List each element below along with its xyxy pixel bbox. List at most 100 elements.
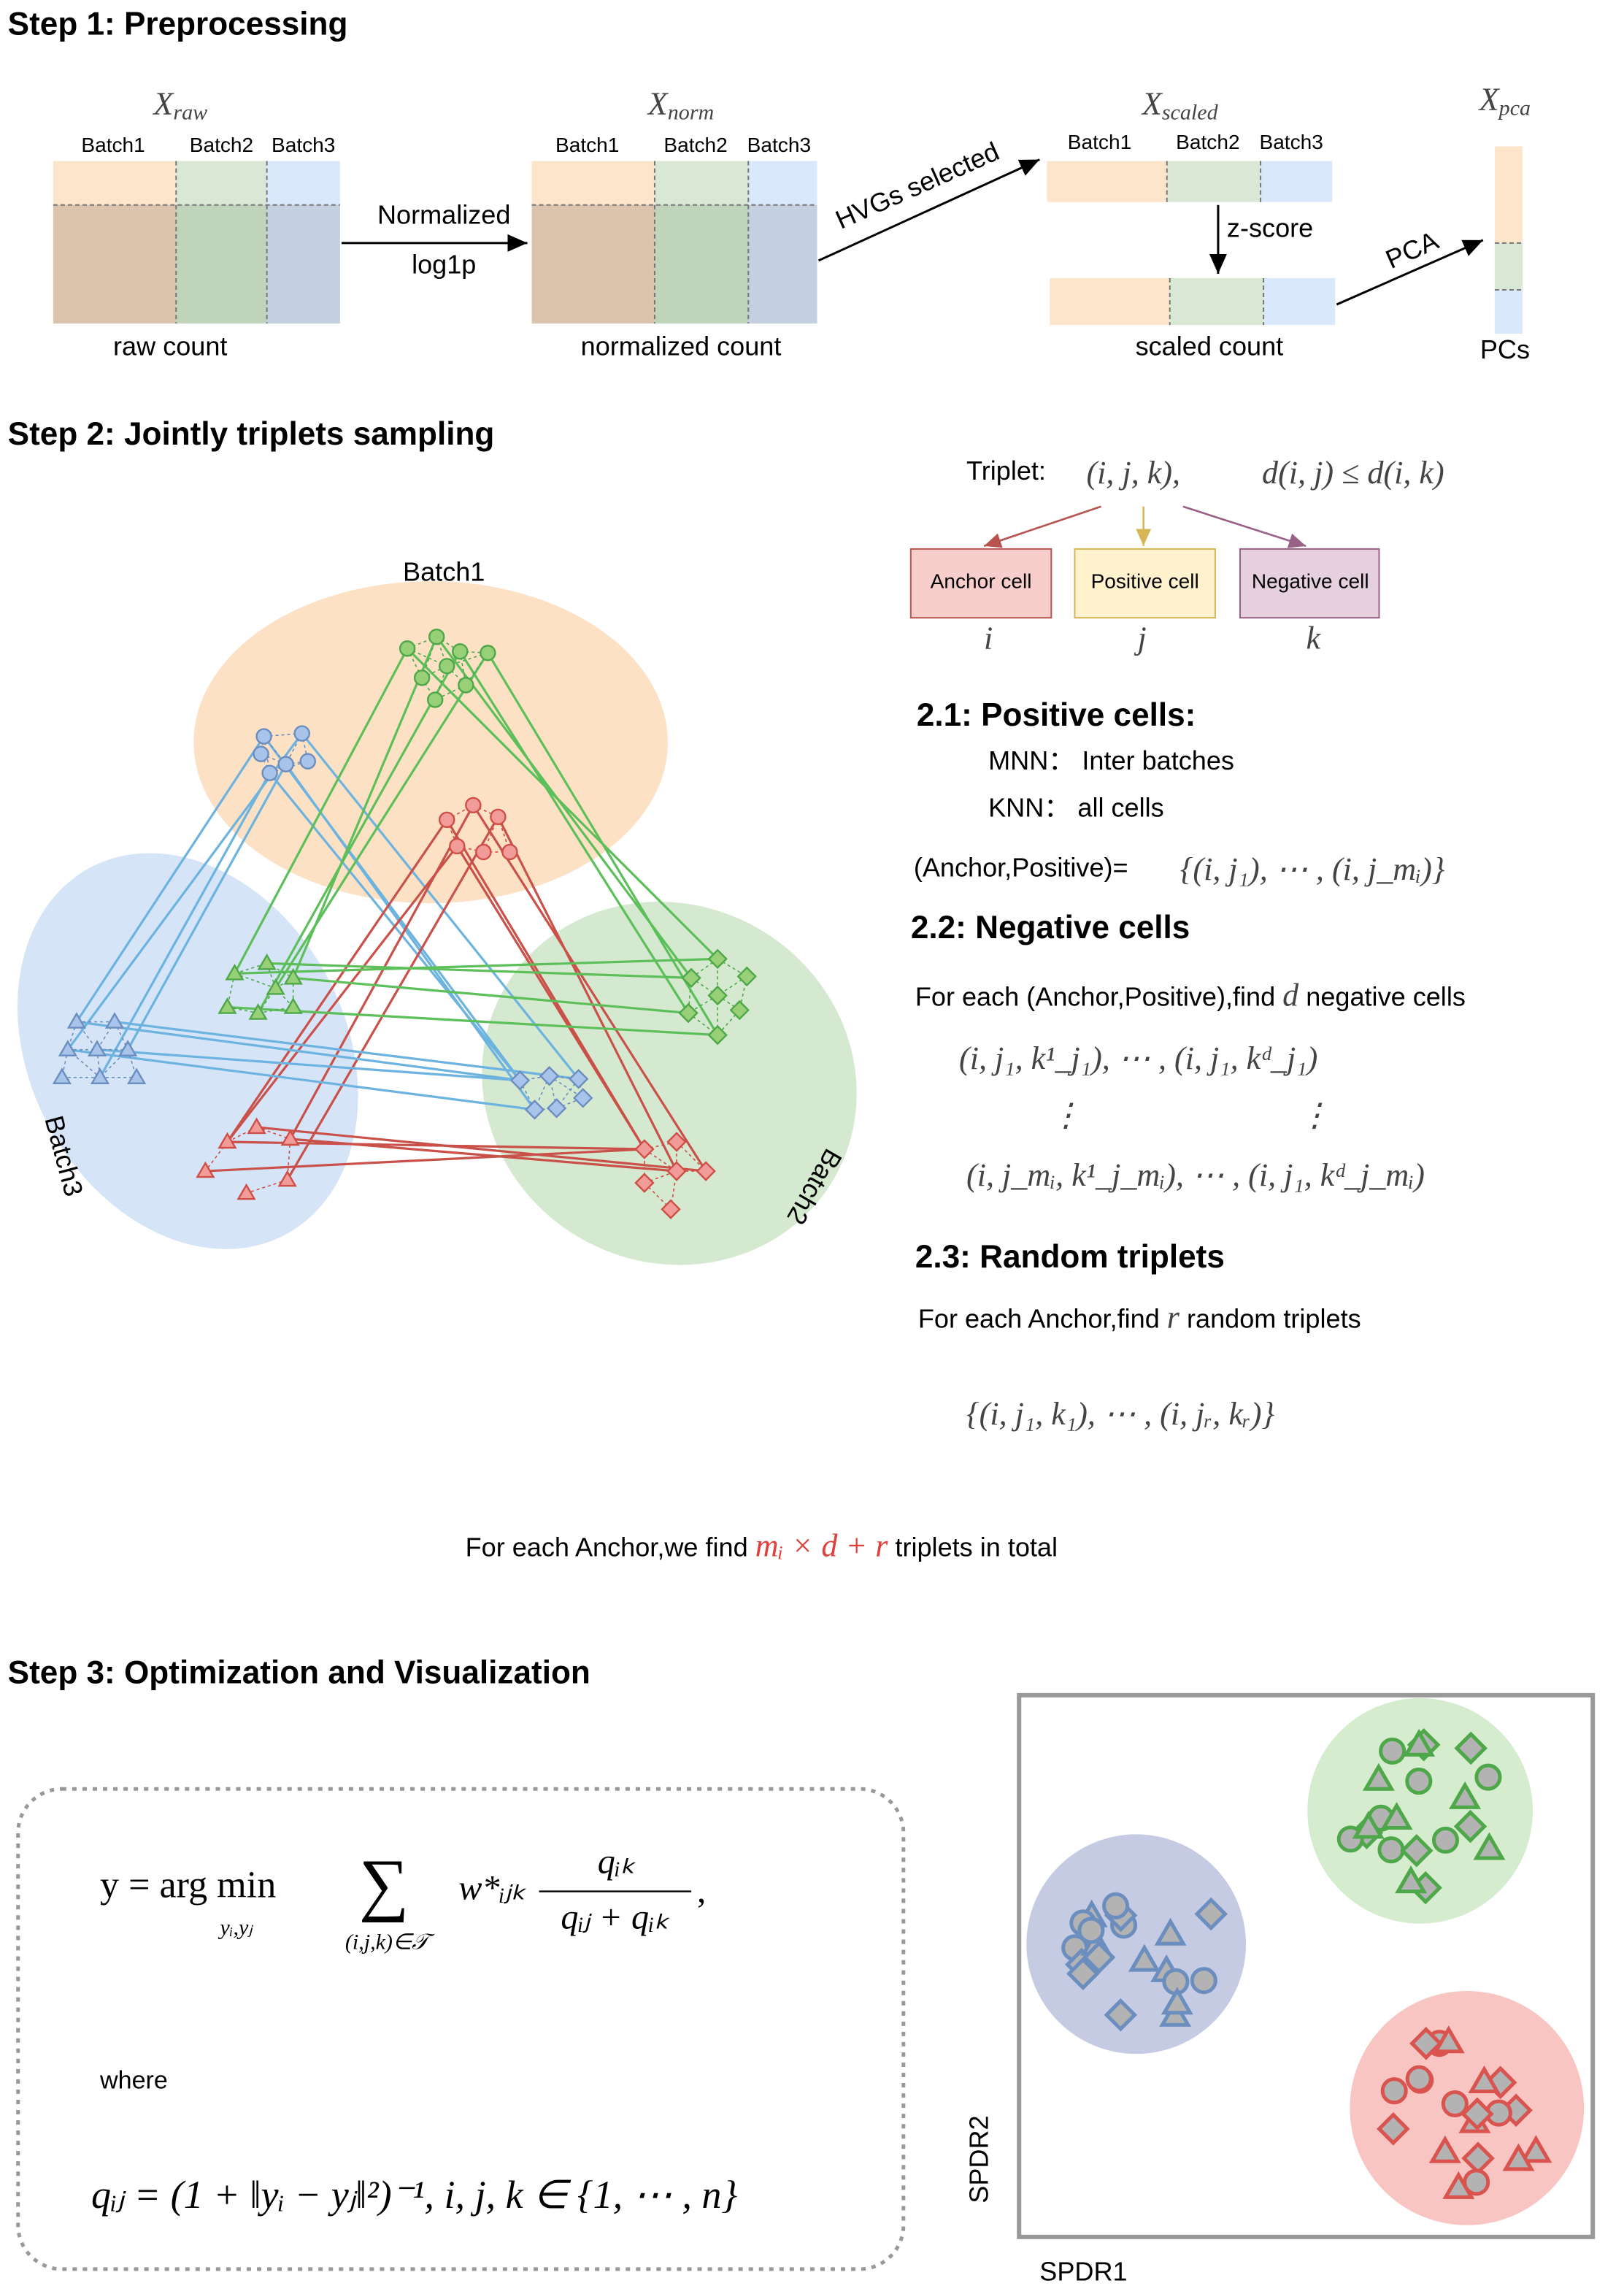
- cell-box: [909, 548, 1052, 619]
- cell-marker: [666, 1161, 687, 1181]
- formula: (i,j,k)∈𝒯: [345, 1930, 435, 1954]
- cell-marker: [299, 753, 316, 770]
- section-heading: 2.3: Random triplets: [915, 1239, 1225, 1275]
- neighbor-link: [717, 994, 740, 1011]
- arrow-label: HVGs selected: [831, 136, 1003, 234]
- cell-marker: [266, 978, 285, 995]
- formula: (i, j₁, k¹_j₁), ⋯ , (i, j₁, kᵈ_j₁): [959, 1040, 1317, 1076]
- cell-marker: [634, 1173, 655, 1193]
- text: KNN： all cells: [988, 792, 1164, 822]
- formula: ,: [697, 1872, 706, 1911]
- formula: yᵢ,yⱼ: [218, 1915, 253, 1940]
- cell-marker: [438, 811, 455, 829]
- batch-label: Batch3: [747, 134, 811, 156]
- cell-symbol: k: [1306, 620, 1321, 656]
- arrow: [1336, 239, 1484, 306]
- formula: (i, j_mᵢ, k¹_j_mᵢ), ⋯ , (i, j₁, kᵈ_j_mᵢ): [966, 1157, 1425, 1193]
- cell-marker: [707, 948, 728, 970]
- cell-marker: [1194, 1897, 1228, 1931]
- link: [96, 1048, 520, 1082]
- caption: raw count: [113, 331, 227, 361]
- text: (Anchor,Positive)=: [914, 853, 1128, 883]
- neighbor-link: [460, 651, 488, 654]
- cell-symbol: j: [1134, 620, 1147, 656]
- formula: {(i, j₁, k₁), ⋯ , (i, jᵣ, kᵣ)}: [966, 1396, 1274, 1432]
- matrix-pca: [1494, 146, 1523, 334]
- cell-marker: [1428, 2135, 1461, 2163]
- cell-marker: [1377, 1836, 1405, 1864]
- formula: qᵢₖ: [598, 1843, 636, 1881]
- cell-marker: [280, 1129, 300, 1146]
- cell-marker: [90, 1067, 110, 1084]
- link: [67, 1048, 535, 1111]
- cell-marker: [1473, 1832, 1506, 1860]
- cell-marker: [1066, 1957, 1100, 1991]
- cell-marker: [1449, 1781, 1482, 1809]
- step-title: Step 2: Jointly triplets sampling: [8, 416, 495, 452]
- caption: PCs: [1480, 334, 1530, 364]
- link: [257, 651, 461, 1014]
- cell-label: Anchor cell: [931, 569, 1032, 592]
- cell-marker: [255, 728, 272, 745]
- caption: scaled count: [1136, 331, 1284, 361]
- cell-marker: [1431, 1826, 1460, 1854]
- link: [496, 816, 678, 1172]
- link: [205, 1148, 644, 1173]
- cell-marker: [707, 985, 728, 1006]
- embedding-points: [1061, 1727, 1552, 2199]
- batch-label: Batch2: [663, 134, 727, 156]
- arrow: [817, 158, 1040, 262]
- cell-marker: [1379, 1737, 1406, 1765]
- batch-region: [18, 853, 358, 1249]
- matrix-scaled: [1047, 161, 1336, 326]
- cell-marker: [1468, 2065, 1501, 2093]
- cell-box: [1239, 548, 1380, 619]
- cell-marker: [458, 677, 474, 694]
- formula: ⋮: [1050, 1097, 1082, 1133]
- total-text: For each Anchor,we find mᵢ × d + r tripl…: [466, 1528, 1058, 1564]
- cell-marker: [283, 997, 303, 1014]
- cell-box: [1074, 548, 1216, 619]
- link: [114, 1020, 579, 1081]
- cell-marker: [736, 966, 758, 987]
- neighbor-link: [446, 665, 466, 686]
- link: [75, 735, 265, 1023]
- cell-marker: [1502, 2143, 1535, 2171]
- cell-marker: [1474, 1763, 1502, 1791]
- cell-marker: [1432, 2025, 1465, 2054]
- batch-label: Batch3: [1259, 131, 1323, 153]
- cell-marker: [236, 1183, 256, 1200]
- cell-marker: [696, 1161, 716, 1181]
- cell-marker: [729, 1000, 750, 1021]
- neighbor-link: [275, 987, 294, 1008]
- triplet-condition: d(i, j) ≤ d(i, k): [1262, 455, 1444, 491]
- cell-marker: [261, 764, 278, 781]
- triplet-label: Triplet:: [966, 456, 1046, 486]
- cell-marker: [253, 745, 269, 762]
- objective: y = arg min yᵢ,yⱼ ∑ (i,j,k)∈𝒯 w*ᵢⱼₖ qᵢₖ …: [100, 1843, 706, 1954]
- matrix-symbol: Xpca: [1478, 81, 1531, 120]
- cell-marker: [678, 1002, 699, 1024]
- cell-marker: [293, 725, 310, 742]
- cell-marker: [1454, 1731, 1488, 1765]
- cell-marker: [634, 1139, 655, 1159]
- cell-marker: [509, 1070, 531, 1091]
- cell-marker: [1395, 1865, 1428, 1894]
- cell-marker: [1405, 2065, 1433, 2092]
- cell-marker: [104, 1012, 125, 1029]
- section-heading: 2.1: Positive cells:: [917, 697, 1196, 733]
- cell-marker: [1380, 1802, 1413, 1830]
- link: [76, 1020, 520, 1082]
- cell-marker: [1409, 2027, 1443, 2060]
- cell-marker: [1154, 1917, 1187, 1946]
- link: [274, 652, 489, 989]
- cell-marker: [1190, 1967, 1217, 1995]
- formula-box: [16, 1787, 906, 2271]
- link: [227, 1005, 718, 1037]
- link: [256, 1126, 707, 1173]
- cell-marker: [225, 963, 245, 981]
- matrix-norm: [531, 161, 817, 324]
- arrow-label: log1p: [412, 249, 476, 279]
- cell-symbol: i: [984, 620, 993, 656]
